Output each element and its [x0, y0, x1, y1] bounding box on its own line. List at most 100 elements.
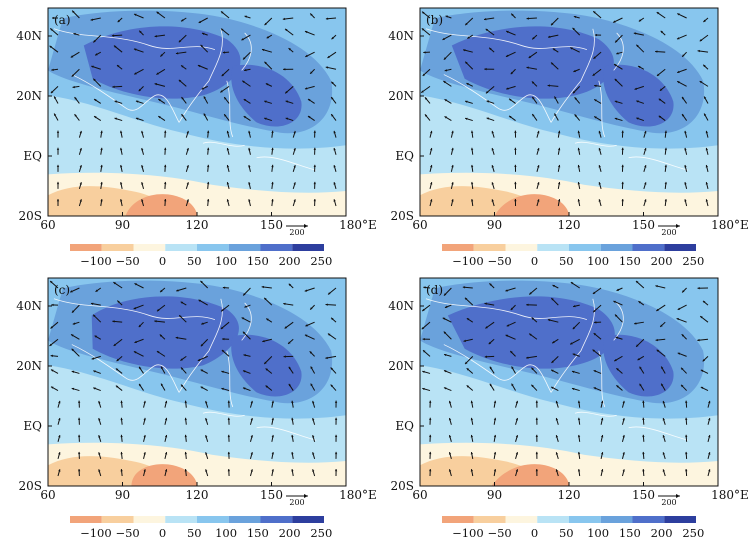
wind-vector-head	[470, 199, 474, 202]
wind-vector-head	[74, 114, 77, 117]
wind-vector-head	[573, 304, 576, 308]
wind-vector-head	[684, 199, 687, 202]
wind-vector-head	[448, 452, 452, 455]
wind-vector-head	[119, 182, 123, 185]
wind-vector-head	[79, 182, 82, 185]
wind-vector-head	[535, 417, 539, 420]
wind-vector-head	[291, 469, 294, 472]
wind-vector-head	[444, 99, 448, 102]
wind-vector-head	[622, 435, 625, 438]
wind-vector-head	[661, 383, 664, 387]
wind-vector-head	[180, 358, 183, 361]
colorbar-swatch	[505, 516, 538, 523]
colorbar-swatch	[473, 244, 506, 251]
wind-vector-head	[598, 199, 601, 202]
wind-vector-head	[489, 47, 492, 51]
wind-vector-head	[186, 182, 189, 185]
wind-vector-head	[51, 303, 54, 307]
wind-vector-head	[283, 68, 286, 71]
wind-vector-head	[54, 113, 57, 117]
wind-vector-head	[486, 100, 490, 103]
wind-vector-head	[71, 370, 75, 373]
panel-label: (c)	[54, 283, 70, 297]
wind-vector-head	[470, 147, 474, 151]
colorbar-label: −50	[115, 526, 139, 540]
wind-vector-head	[642, 417, 645, 421]
wind-vector-head	[526, 17, 529, 20]
wind-vector-head	[331, 97, 334, 100]
wind-vector-head	[638, 19, 642, 22]
wind-vector-head	[622, 417, 625, 421]
colorbar-swatch	[600, 244, 633, 251]
wind-vector-head	[91, 357, 95, 360]
wind-vector-head	[708, 417, 711, 421]
lon-tick-label: 120	[558, 488, 581, 502]
wind-vector-head	[242, 387, 246, 390]
wind-vector-head	[515, 418, 519, 421]
wind-vector-head	[312, 418, 315, 421]
wind-vector-head	[226, 199, 230, 202]
colorbar-label: 200	[279, 526, 301, 540]
wind-vector-head	[592, 73, 596, 76]
wind-vector-head	[325, 303, 328, 306]
wind-vector-head	[537, 130, 540, 134]
wind-vector-head	[664, 164, 667, 168]
wind-vector-head	[114, 117, 117, 120]
wind-vector-head	[56, 181, 60, 185]
wind-vector-head	[636, 117, 639, 120]
wind-vector-head	[330, 367, 334, 370]
wind-vector-head	[164, 417, 168, 421]
wind-vector-head	[115, 385, 119, 388]
wind-vector-head	[250, 452, 253, 455]
coastline	[71, 344, 180, 393]
wind-vector-head	[73, 32, 76, 36]
coastline	[425, 28, 588, 50]
wind-vector-head	[248, 182, 251, 185]
wind-vector-head	[622, 469, 625, 472]
wind-vector-head	[614, 314, 618, 317]
colorbar-label: 250	[682, 526, 704, 540]
wind-vector-head	[531, 384, 534, 388]
wind-vector-head	[186, 165, 189, 168]
wind-vector-head	[227, 469, 231, 472]
lat-tick-label: EQ	[23, 149, 42, 163]
wind-vector-head	[423, 350, 426, 353]
wind-vector-head	[333, 199, 336, 202]
wind-vector-head	[158, 116, 161, 119]
wind-vector-head	[284, 326, 288, 329]
wind-vector-head	[119, 199, 123, 202]
wind-vector-head	[616, 52, 619, 55]
wind-vector-head	[422, 308, 425, 312]
wind-vector-head	[571, 370, 575, 374]
wind-vector-head	[598, 182, 601, 185]
wind-vector-head	[116, 358, 120, 362]
wind-vector-head	[555, 469, 559, 472]
wind-vector-head	[484, 17, 487, 21]
wind-vector-head	[511, 383, 514, 387]
wind-vectors	[420, 10, 709, 207]
wind-vector-head	[443, 331, 447, 334]
wind-vector-head	[293, 199, 296, 202]
wind-vector-head	[448, 417, 452, 421]
wind-vector-head	[334, 434, 338, 438]
wind-vector-head	[93, 387, 96, 390]
shade-level-200-east	[603, 64, 674, 127]
shade-level-200-east	[231, 64, 302, 127]
wind-vector-head	[684, 165, 687, 168]
wind-vector-head	[514, 181, 517, 185]
wind-vector-head	[243, 57, 246, 60]
wind-vector-head	[509, 98, 512, 102]
coastline	[178, 298, 223, 393]
wind-vector-head	[443, 81, 446, 84]
colorbar-swatch	[632, 244, 665, 251]
coastline	[53, 28, 216, 50]
wind-vector-head	[485, 90, 489, 94]
wind-vector-head	[430, 199, 433, 202]
shading-layer	[420, 8, 718, 216]
wind-vector-head	[571, 387, 575, 391]
wind-vector-head	[226, 165, 230, 168]
lon-tick-label: 90	[115, 488, 130, 502]
wind-vector-head	[656, 308, 659, 311]
lat-tick-label: 40N	[388, 299, 414, 313]
wind-vector-head	[285, 28, 288, 32]
